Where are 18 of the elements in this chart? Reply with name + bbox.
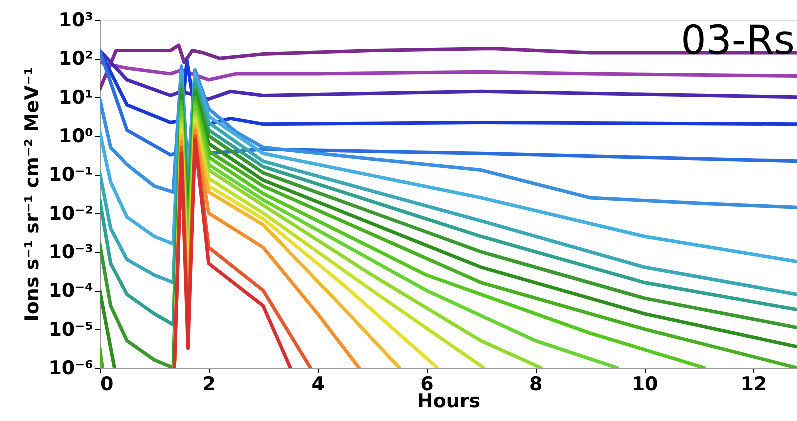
x-tick-label: 10: [632, 374, 658, 396]
y-tick-label: 10³: [58, 10, 94, 32]
x-tick-label: 4: [312, 374, 325, 396]
y-tick-label: 10⁻⁴: [48, 280, 94, 302]
x-tick-label: 8: [530, 374, 543, 396]
x-tick-label: 0: [100, 374, 114, 396]
y-tick-label: 10⁻⁶: [48, 358, 94, 380]
y-tick-label: 10⁰: [58, 126, 94, 148]
y-tick-label: 10¹: [58, 86, 94, 109]
x-axis-title: Hours: [417, 390, 481, 412]
y-tick-label: 10⁻¹: [48, 164, 94, 186]
y-tick-label: 10⁻³: [48, 242, 94, 264]
x-tick-label: 2: [202, 374, 216, 396]
y-tick-label: 10⁻⁵: [48, 318, 94, 341]
y-axis-title: Ions s⁻¹ sr⁻¹ cm⁻² MeV⁻¹: [22, 67, 44, 322]
y-tick-label: 10⁻²: [48, 202, 94, 225]
x-tick-label: 12: [740, 374, 768, 396]
y-tick-label: 10²: [58, 48, 94, 70]
